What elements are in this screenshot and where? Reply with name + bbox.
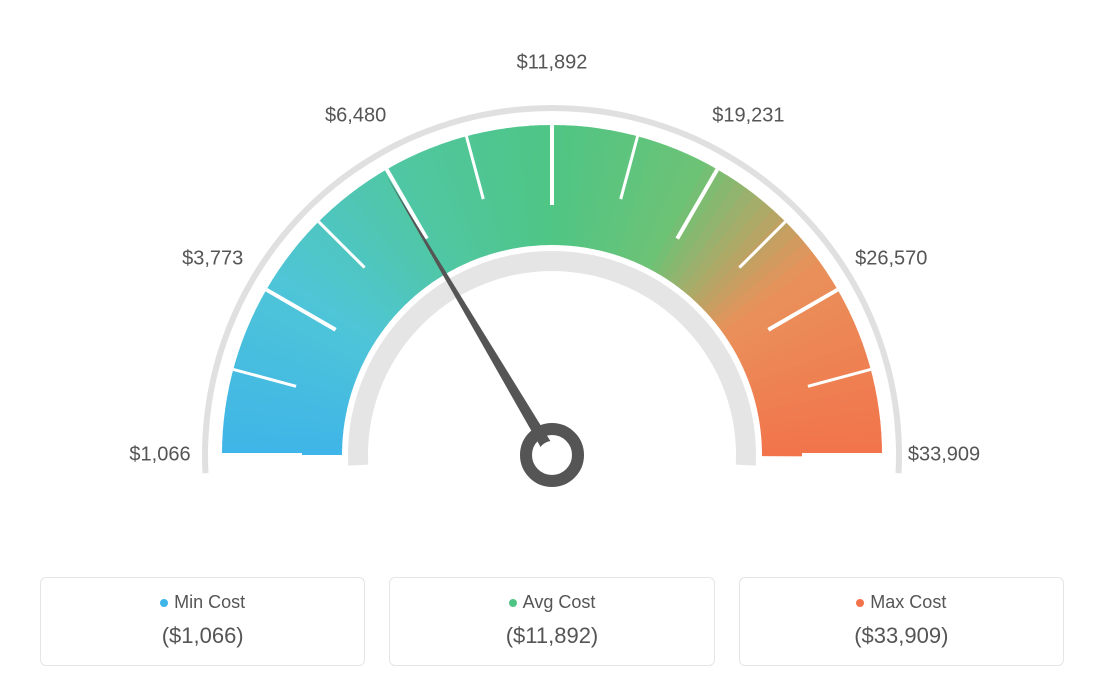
card-value: ($1,066) [59, 623, 346, 649]
card-title-text: Min Cost [174, 592, 245, 612]
card-title-text: Max Cost [870, 592, 946, 612]
card-title: Max Cost [758, 592, 1045, 613]
tick-label: $26,570 [855, 247, 927, 270]
min-cost-card: Min Cost ($1,066) [40, 577, 365, 666]
tick-label: $3,773 [182, 247, 243, 270]
card-title: Min Cost [59, 592, 346, 613]
max-cost-card: Max Cost ($33,909) [739, 577, 1064, 666]
gauge-chart: $1,066 $3,773 $6,480 $11,892 $19,231 $26,570 $… [0, 0, 1104, 530]
dot-icon [509, 599, 517, 607]
card-title: Avg Cost [408, 592, 695, 613]
tick-label: $11,892 [517, 52, 588, 75]
card-value: ($11,892) [408, 623, 695, 649]
summary-cards: Min Cost ($1,066) Avg Cost ($11,892) Max… [40, 577, 1064, 666]
tick-label: $19,231 [712, 104, 784, 127]
avg-cost-card: Avg Cost ($11,892) [389, 577, 714, 666]
dot-icon [856, 599, 864, 607]
tick-label: $1,066 [129, 444, 190, 467]
tick-label: $33,909 [908, 444, 980, 467]
card-title-text: Avg Cost [523, 592, 596, 612]
dot-icon [160, 599, 168, 607]
tick-label: $6,480 [325, 104, 386, 127]
card-value: ($33,909) [758, 623, 1045, 649]
